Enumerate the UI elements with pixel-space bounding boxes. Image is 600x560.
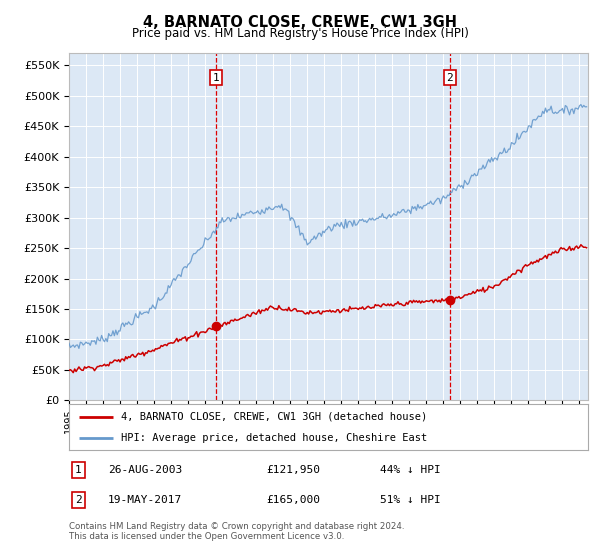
Text: 1: 1	[213, 72, 220, 82]
Text: 44% ↓ HPI: 44% ↓ HPI	[380, 465, 441, 475]
Text: 2: 2	[446, 72, 453, 82]
Text: 26-AUG-2003: 26-AUG-2003	[108, 465, 182, 475]
Text: Price paid vs. HM Land Registry's House Price Index (HPI): Price paid vs. HM Land Registry's House …	[131, 27, 469, 40]
Text: Contains HM Land Registry data © Crown copyright and database right 2024.: Contains HM Land Registry data © Crown c…	[69, 522, 404, 531]
Text: 19-MAY-2017: 19-MAY-2017	[108, 495, 182, 505]
Text: This data is licensed under the Open Government Licence v3.0.: This data is licensed under the Open Gov…	[69, 532, 344, 541]
Text: £121,950: £121,950	[266, 465, 320, 475]
Text: £165,000: £165,000	[266, 495, 320, 505]
Text: 4, BARNATO CLOSE, CREWE, CW1 3GH: 4, BARNATO CLOSE, CREWE, CW1 3GH	[143, 15, 457, 30]
Text: 4, BARNATO CLOSE, CREWE, CW1 3GH (detached house): 4, BARNATO CLOSE, CREWE, CW1 3GH (detach…	[121, 412, 427, 422]
Text: HPI: Average price, detached house, Cheshire East: HPI: Average price, detached house, Ches…	[121, 433, 427, 443]
Text: 1: 1	[75, 465, 82, 475]
Text: 2: 2	[75, 495, 82, 505]
Text: 51% ↓ HPI: 51% ↓ HPI	[380, 495, 441, 505]
